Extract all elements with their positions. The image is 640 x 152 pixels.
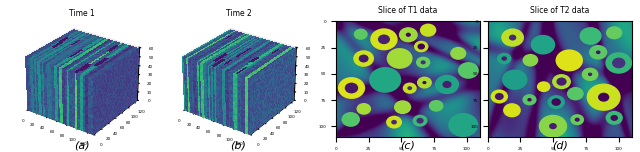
Circle shape: [407, 86, 412, 90]
Circle shape: [596, 50, 600, 54]
Circle shape: [539, 115, 567, 138]
Circle shape: [501, 28, 524, 47]
Circle shape: [371, 28, 397, 50]
Circle shape: [502, 56, 507, 61]
Circle shape: [495, 93, 504, 100]
Circle shape: [358, 55, 369, 62]
Circle shape: [582, 68, 598, 81]
Circle shape: [503, 103, 521, 117]
Circle shape: [552, 98, 561, 106]
Circle shape: [556, 78, 566, 86]
Circle shape: [387, 48, 413, 69]
Circle shape: [611, 115, 618, 121]
Text: (c): (c): [401, 140, 415, 150]
Circle shape: [589, 45, 607, 60]
Title: Slice of T1 data: Slice of T1 data: [378, 6, 438, 15]
Title: Time 2: Time 2: [225, 9, 252, 18]
Circle shape: [422, 81, 426, 84]
Circle shape: [570, 114, 584, 125]
Circle shape: [413, 115, 428, 127]
Circle shape: [527, 98, 532, 102]
Circle shape: [416, 57, 430, 68]
Circle shape: [338, 77, 365, 99]
Circle shape: [537, 81, 550, 92]
Circle shape: [579, 27, 602, 45]
Circle shape: [342, 112, 360, 127]
Circle shape: [502, 69, 527, 90]
Circle shape: [429, 100, 444, 112]
Circle shape: [552, 74, 571, 89]
Circle shape: [353, 50, 374, 67]
Circle shape: [612, 58, 625, 68]
Circle shape: [345, 83, 358, 93]
Circle shape: [605, 111, 623, 125]
Circle shape: [435, 75, 459, 94]
Circle shape: [605, 52, 632, 74]
Circle shape: [575, 118, 580, 122]
Text: (b): (b): [230, 140, 246, 150]
Title: Time 1: Time 1: [68, 9, 95, 18]
Circle shape: [522, 54, 538, 67]
Circle shape: [490, 89, 508, 104]
Circle shape: [598, 93, 609, 102]
Circle shape: [547, 95, 565, 109]
Circle shape: [497, 53, 511, 64]
Circle shape: [567, 87, 584, 100]
Circle shape: [406, 33, 411, 37]
Circle shape: [522, 94, 536, 105]
Circle shape: [369, 67, 401, 93]
Circle shape: [549, 123, 557, 129]
Circle shape: [442, 81, 452, 88]
Circle shape: [414, 41, 428, 52]
Circle shape: [420, 24, 436, 37]
Circle shape: [606, 26, 622, 39]
Circle shape: [587, 84, 621, 111]
Circle shape: [458, 62, 479, 79]
Circle shape: [509, 35, 516, 41]
Circle shape: [531, 35, 556, 55]
Circle shape: [394, 100, 412, 114]
Circle shape: [403, 83, 417, 94]
Title: Slice of T2 data: Slice of T2 data: [530, 6, 589, 15]
Circle shape: [354, 29, 368, 40]
Circle shape: [391, 120, 397, 124]
Circle shape: [417, 43, 425, 50]
Circle shape: [378, 35, 390, 44]
Circle shape: [420, 60, 426, 64]
Circle shape: [448, 113, 478, 137]
Circle shape: [399, 27, 418, 42]
Circle shape: [417, 77, 432, 89]
Text: (d): (d): [552, 140, 568, 150]
Circle shape: [588, 73, 592, 76]
Circle shape: [556, 49, 583, 71]
Circle shape: [417, 118, 424, 124]
Circle shape: [450, 47, 467, 60]
Circle shape: [356, 103, 371, 115]
Circle shape: [386, 116, 402, 129]
Text: (a): (a): [74, 140, 90, 150]
